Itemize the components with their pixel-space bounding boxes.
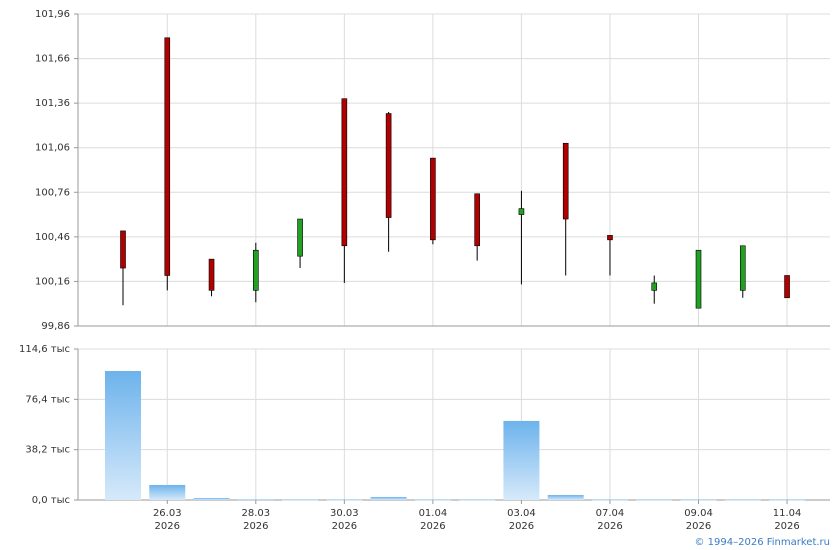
candle-body	[120, 230, 126, 269]
candle-body	[297, 218, 303, 257]
x-tick-label: 26.03	[153, 508, 182, 519]
y-tick-label: 100,16	[35, 276, 70, 287]
y-tick-label: 38,2 тыс	[25, 445, 70, 456]
candle-body	[607, 235, 613, 241]
x-tick-year: 2026	[155, 521, 180, 532]
x-tick-label: 28.03	[241, 508, 270, 519]
candle-body	[164, 37, 171, 276]
candle-body	[385, 113, 392, 218]
y-tick-label: 99,86	[41, 321, 70, 332]
candle-body	[208, 258, 215, 291]
y-tick-label: 100,76	[35, 187, 70, 198]
volume-bar	[237, 499, 274, 501]
x-tick-label: 30.03	[330, 508, 359, 519]
y-tick-label: 76,4 тыс	[25, 394, 70, 405]
x-tick-year: 2026	[509, 521, 534, 532]
y-tick-label: 101,06	[35, 143, 70, 154]
volume-bar	[105, 371, 141, 500]
volume-bar	[503, 420, 540, 500]
candle-body	[253, 249, 259, 291]
x-tick-label: 11.04	[773, 508, 802, 519]
volume-bar	[459, 499, 496, 501]
candle-body	[341, 98, 348, 247]
volume-bar	[149, 484, 186, 500]
candle-body	[739, 245, 746, 291]
candle-body	[518, 208, 525, 215]
x-tick-year: 2026	[332, 521, 357, 532]
x-tick-label: 07.04	[596, 508, 625, 519]
candle-body	[651, 282, 658, 291]
volume-bar	[282, 499, 319, 501]
volume-bar	[547, 494, 584, 500]
x-tick-label: 09.04	[684, 508, 713, 519]
y-tick-label: 114,6 тыс	[19, 344, 70, 355]
x-tick-year: 2026	[774, 521, 799, 532]
candle-body	[562, 142, 569, 220]
candle-body	[474, 193, 480, 247]
x-tick-year: 2026	[686, 521, 711, 532]
x-tick-label: 03.04	[507, 508, 536, 519]
y-tick-label: 0,0 тыс	[32, 495, 70, 506]
volume-bar	[193, 498, 230, 500]
y-tick-label: 100,46	[35, 232, 70, 243]
x-tick-label: 01.04	[419, 508, 448, 519]
volume-bar	[724, 499, 761, 501]
copyright: © 1994–2026 Finmarket.ru	[694, 537, 830, 548]
x-tick-year: 2026	[597, 521, 622, 532]
candle-body	[430, 157, 436, 241]
x-tick-year: 2026	[420, 521, 445, 532]
candle-body	[784, 275, 790, 299]
y-tick-label: 101,36	[35, 98, 70, 109]
candle-body	[695, 249, 702, 309]
x-tick-year: 2026	[243, 521, 268, 532]
y-tick-label: 101,66	[35, 54, 70, 65]
volume-bar	[636, 499, 673, 501]
y-tick-label: 101,96	[35, 9, 70, 20]
volume-bar	[370, 496, 407, 500]
